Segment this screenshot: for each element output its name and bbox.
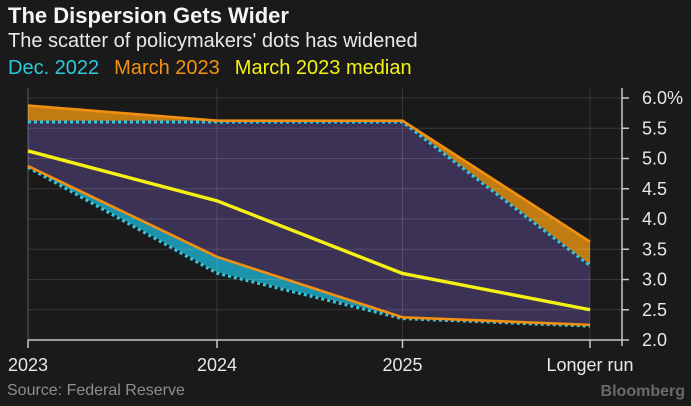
- y-tick-label: 2.0: [642, 330, 667, 350]
- chart-subtitle: The scatter of policymakers' dots has wi…: [8, 30, 418, 52]
- overlap-band-fill: [28, 120, 590, 325]
- y-tick-label: 5.0: [642, 149, 667, 169]
- dec-2022-low-line: [27, 166, 591, 328]
- dec-2022-lines: [27, 120, 591, 328]
- y-tick-label: 6.0%: [642, 88, 683, 108]
- x-tick-label: 2025: [382, 355, 422, 375]
- y-tick-label: 5.5: [642, 118, 667, 138]
- march-2023-high-line: [27, 104, 591, 243]
- y-tick-label: 4.0: [642, 209, 667, 229]
- y-tick-label: 2.5: [642, 300, 667, 320]
- y-tick-label: 3.0: [642, 270, 667, 290]
- source-label: Source: Federal Reserve: [7, 382, 185, 399]
- dec-2022-high-line: [28, 120, 591, 267]
- y-tick-label: 4.5: [642, 179, 667, 199]
- legend-item-dec-2022: Dec. 2022: [8, 57, 100, 79]
- chart-legend: Dec. 2022 March 2023 March 2023 median: [8, 57, 412, 80]
- legend-item-march-2023: March 2023: [114, 57, 220, 79]
- x-tick-label: 2023: [8, 355, 48, 375]
- y-tick-label: 3.5: [642, 239, 667, 259]
- march-2023-median-line: [27, 149, 591, 312]
- legend-item-march-2023-median: March 2023 median: [234, 57, 412, 79]
- march-2023-low-line: [27, 164, 591, 327]
- x-tick-label: Longer run: [546, 355, 633, 375]
- chart-title: The Dispersion Gets Wider: [8, 3, 289, 28]
- x-tick-label: 2024: [197, 355, 237, 375]
- bloomberg-logo: Bloomberg: [600, 383, 685, 400]
